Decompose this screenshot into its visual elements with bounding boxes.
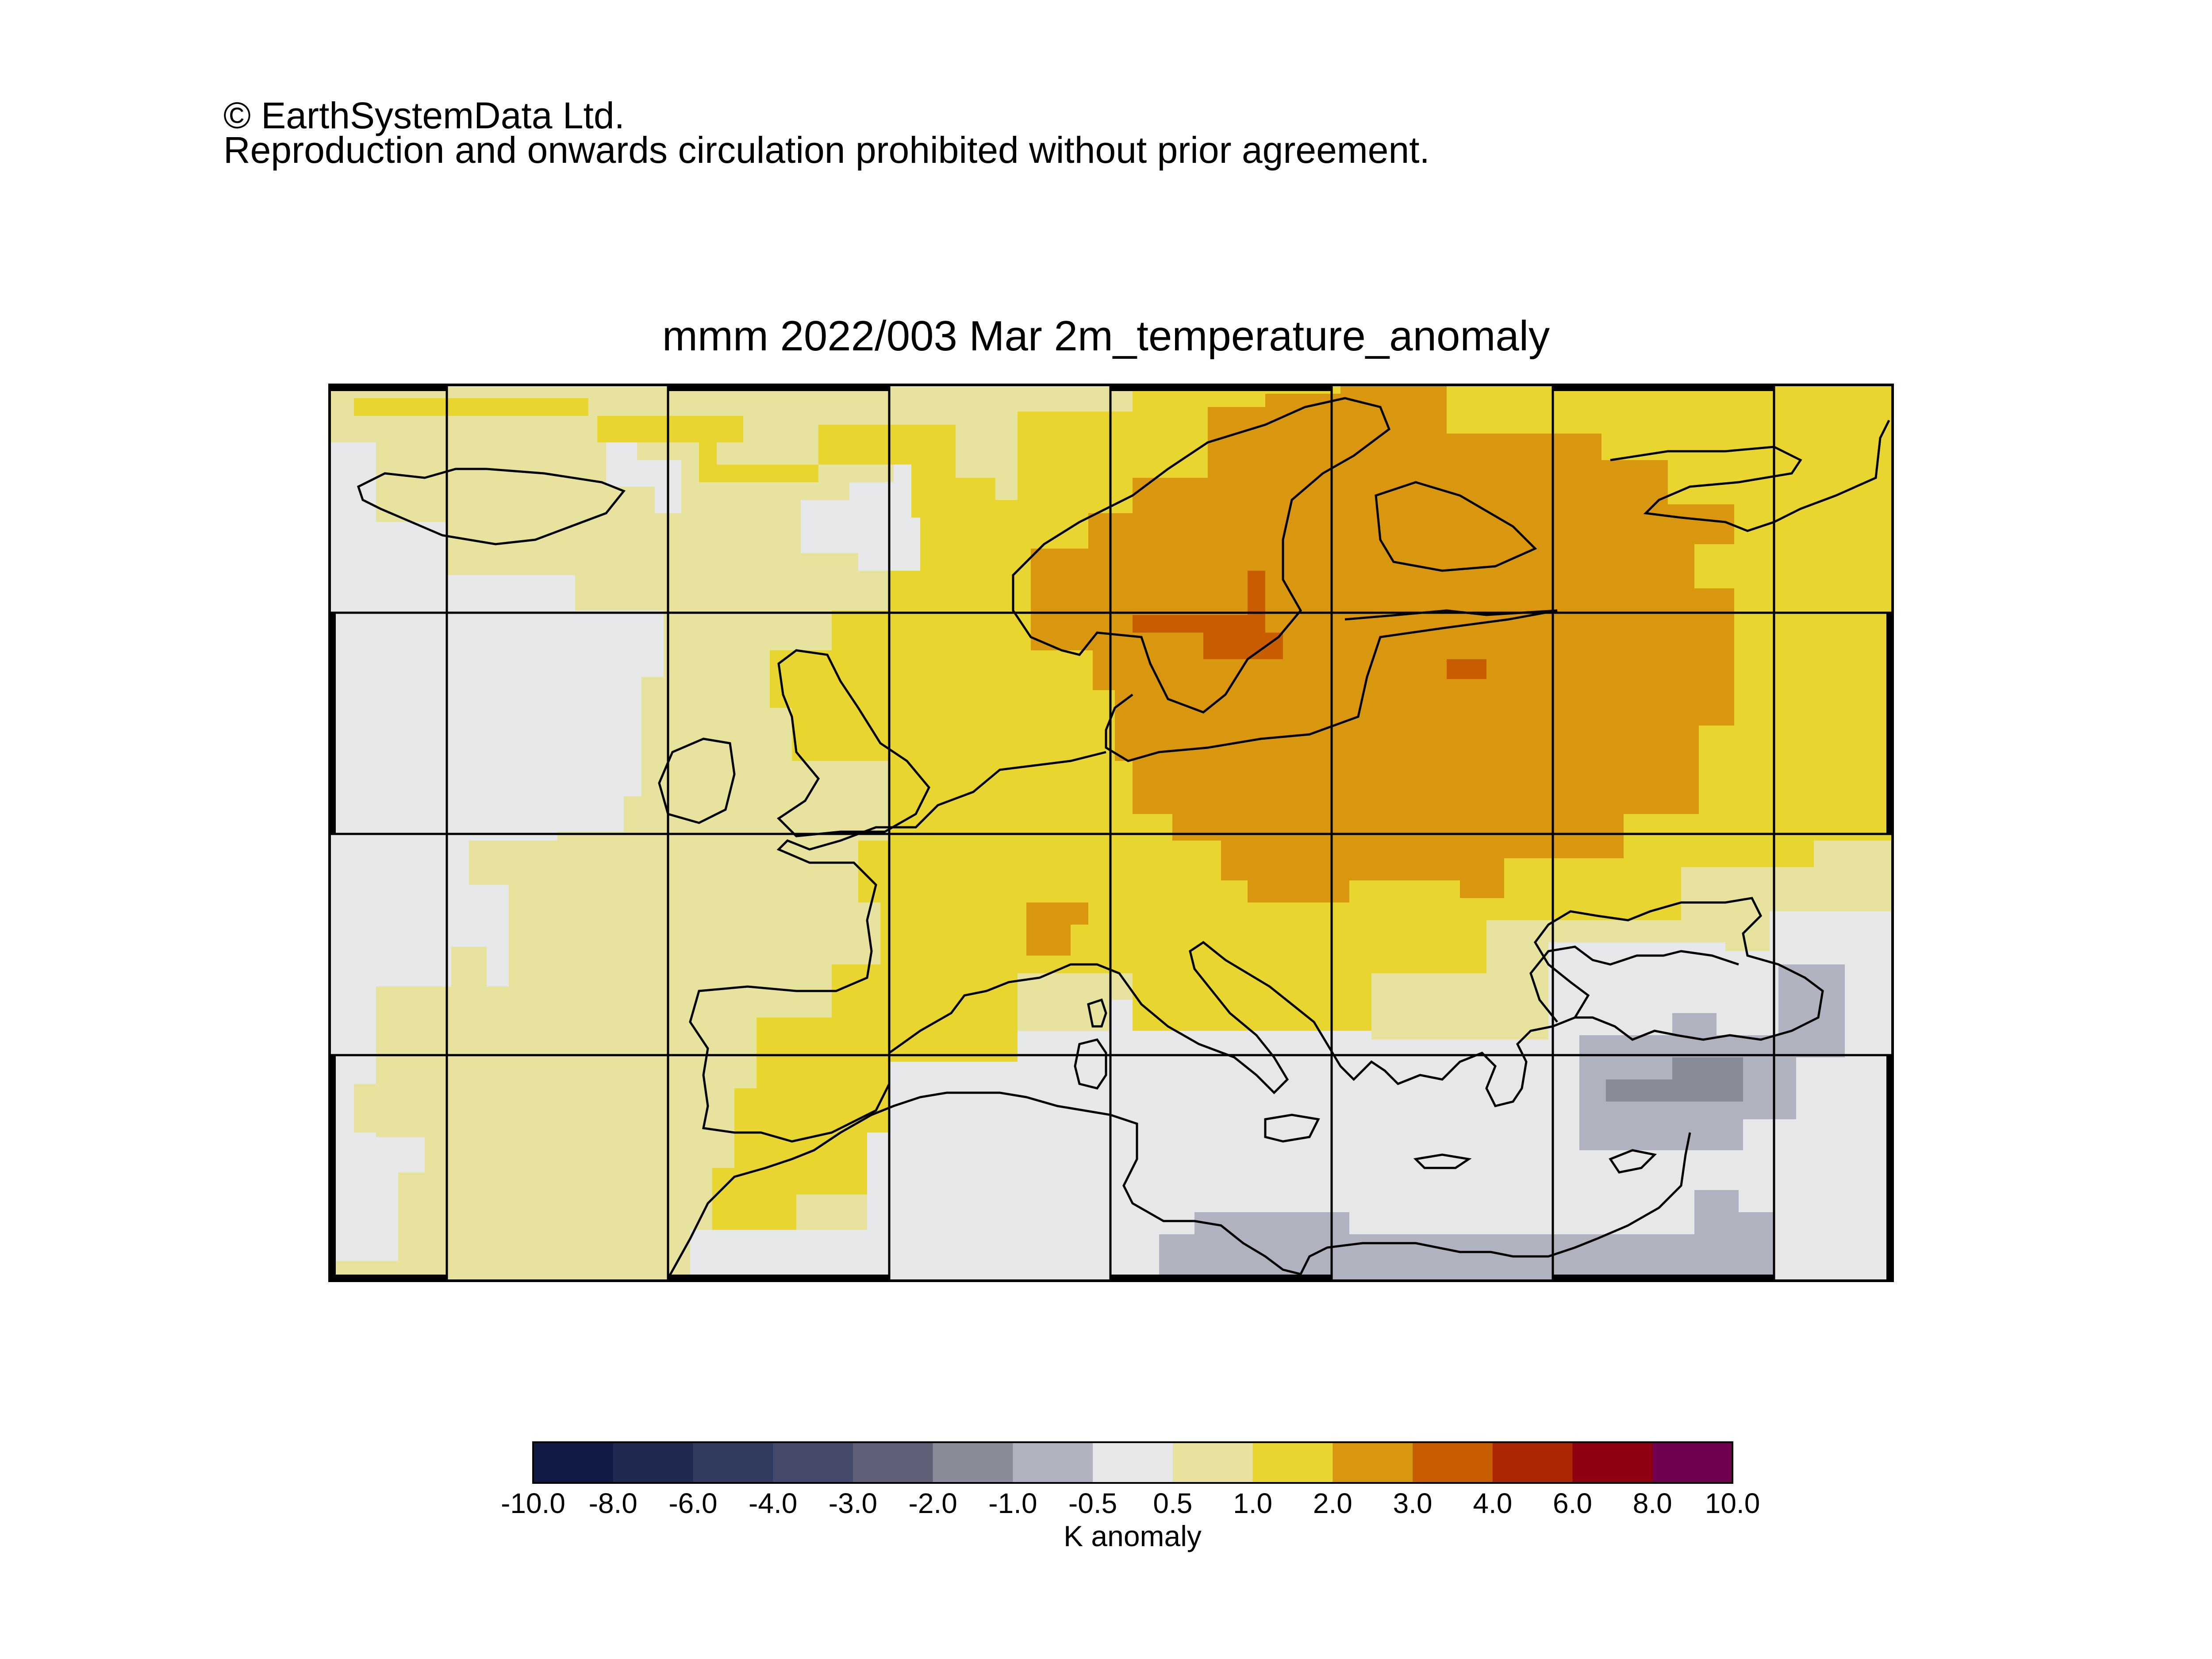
- colorbar-swatch: [1252, 1442, 1333, 1483]
- colorbar-tick-label: 3.0: [1393, 1487, 1432, 1519]
- colorbar-tick-label: 2.0: [1313, 1487, 1352, 1519]
- colorbar-swatch: [1013, 1442, 1093, 1483]
- colorbar-tick-label: -1.0: [988, 1487, 1037, 1519]
- colorbar-swatch: [773, 1442, 853, 1483]
- colorbar-swatch: [1333, 1442, 1413, 1483]
- colorbar-tick-label: -3.0: [829, 1487, 877, 1519]
- colorbar-swatch: [1413, 1442, 1493, 1483]
- colorbar-tick-label: -4.0: [749, 1487, 797, 1519]
- colorbar-tick-label: 8.0: [1633, 1487, 1672, 1519]
- map-frame: [328, 384, 1894, 1282]
- coastlines: [357, 397, 1890, 1279]
- field-negative-africa: [1159, 1190, 1774, 1281]
- coastline-cyprus: [1609, 1149, 1657, 1174]
- coastline-sardinia: [1074, 1038, 1107, 1090]
- colorbar-tick-label: -8.0: [589, 1487, 637, 1519]
- map-title: mmm 2022/003 Mar 2m_temperature_anomaly: [662, 312, 1550, 360]
- coastline-britain: [777, 649, 930, 837]
- colorbar-swatch: [613, 1442, 693, 1483]
- coastline-continent-west: [689, 751, 1824, 1143]
- colorbar-tick-label: 4.0: [1473, 1487, 1512, 1519]
- colorbar-tick-label: 1.0: [1233, 1487, 1272, 1519]
- coastline-baltic: [1375, 481, 1537, 572]
- coastline-ireland: [658, 737, 736, 824]
- colorbar-tick-label: -6.0: [668, 1487, 717, 1519]
- coastline-iceland: [357, 468, 626, 545]
- colorbar-swatch: [933, 1442, 1013, 1483]
- colorbar-tick-label: -2.0: [909, 1487, 957, 1519]
- coastline-sicily: [1264, 1114, 1320, 1143]
- colorbar-swatch: [1093, 1442, 1173, 1483]
- copyright-line-2: Reproduction and onwards circulation pro…: [223, 129, 1430, 171]
- colorbar-label: K anomaly: [1064, 1520, 1202, 1552]
- field-orange-france: [1026, 902, 1088, 956]
- colorbar-outline: [532, 1441, 1733, 1484]
- colorbar-tick-label: 10.0: [1705, 1487, 1760, 1519]
- copyright-line-1: © EarthSystemData Ltd.: [223, 95, 625, 136]
- colorbar-swatch: [693, 1442, 773, 1483]
- coastline-gulf-finland: [1105, 609, 1558, 762]
- field-neutral-southwest: [354, 1137, 425, 1261]
- coastline-north-africa: [667, 1091, 1691, 1279]
- field-negative-turkey-core: [1606, 1057, 1743, 1102]
- field-orange-core: [1031, 385, 1734, 902]
- colorbar-tick-label: 0.5: [1153, 1487, 1192, 1519]
- colorbar-tick-labels: -10.0 -8.0 -6.0 -4.0 -3.0 -2.0 -1.0 -0.5 0.5 1.0 2…: [501, 1487, 1760, 1519]
- colorbar-tick-label: -10.0: [501, 1487, 565, 1519]
- colorbar-swatch: [853, 1442, 933, 1483]
- coastline-black-sea: [1529, 945, 1739, 1023]
- coastline-crete: [1413, 1153, 1472, 1169]
- field-dark-orange-hotspot: [1133, 571, 1283, 659]
- field-neutral-atlantic: [330, 442, 664, 1261]
- coastline-corsica: [1087, 998, 1107, 1028]
- colorbar-swatch: [1572, 1442, 1653, 1483]
- graticule: [330, 385, 1893, 1281]
- field-dark-orange-spot: [1447, 659, 1486, 679]
- colorbar-swatch: [1492, 1442, 1573, 1483]
- field-neutral-north-atlantic: [606, 442, 681, 513]
- colorbar-tick-label: 6.0: [1553, 1487, 1592, 1519]
- colorbar-swatch: [1652, 1442, 1733, 1483]
- colorbar-swatch: [533, 1442, 614, 1483]
- copyright-notice: © EarthSystemData Ltd. Reproduction and …: [223, 95, 1430, 171]
- coastline-scandinavia: [1012, 397, 1391, 714]
- colorbar-swatches: [533, 1442, 1733, 1483]
- colorbar-tick-label: -0.5: [1068, 1487, 1117, 1519]
- colorbar-swatch: [1172, 1442, 1253, 1483]
